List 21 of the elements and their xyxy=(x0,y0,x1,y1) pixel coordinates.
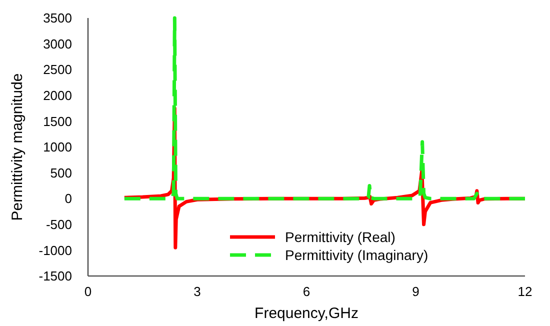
x-tick-label: 0 xyxy=(84,284,92,299)
y-tick-label: -500 xyxy=(46,216,72,232)
x-tick-label: 12 xyxy=(518,284,532,299)
legend-label: Permittivity (Imaginary) xyxy=(285,246,428,263)
y-tick-label: 3500 xyxy=(43,10,72,26)
y-tick-label: 2000 xyxy=(43,88,72,103)
legend-label: Permittivity (Real) xyxy=(285,228,396,245)
y-tick-label: 1000 xyxy=(43,140,72,155)
y-tick-label: -1500 xyxy=(38,268,72,284)
y-tick-label: 1500 xyxy=(43,114,72,129)
y-tick-label: 0 xyxy=(64,191,72,206)
x-tick-label: 6 xyxy=(302,284,310,299)
y-tick-label: 2500 xyxy=(43,62,72,78)
y-tick-label: -1000 xyxy=(38,242,72,258)
y-axis-title: Permittivity magnitude xyxy=(9,73,26,221)
x-axis-title: Frequency,GHz xyxy=(254,305,358,322)
x-tick-label: 9 xyxy=(412,284,420,299)
line-series xyxy=(122,16,527,200)
y-tick-label: 500 xyxy=(50,165,72,180)
x-tick-label: 3 xyxy=(194,284,201,299)
y-tick-label: 3000 xyxy=(43,36,72,52)
